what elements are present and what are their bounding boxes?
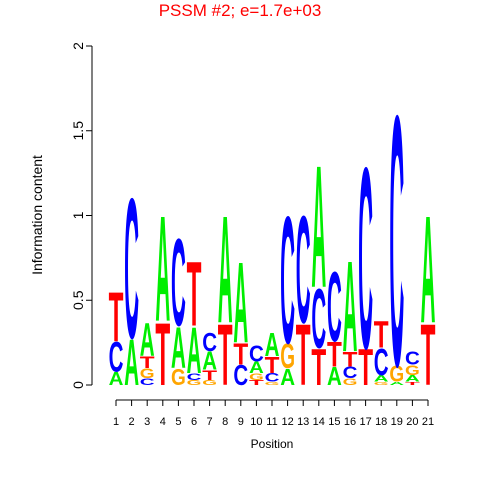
logo-letter: T [327, 334, 342, 374]
logo-letter: A [187, 313, 202, 387]
chart-title: PSSM #2; e=1.7e+03 [159, 1, 322, 20]
logo-letter: A [265, 327, 280, 364]
y-tick-label: 2 [70, 42, 86, 50]
x-tick-label: 20 [406, 416, 418, 428]
y-tick-label: 0 [70, 381, 86, 389]
logo-letter: C [124, 157, 139, 381]
logo-letter: A [327, 362, 342, 391]
logo-letter: T [218, 306, 233, 404]
logo-letter: T [202, 367, 217, 383]
x-tick-label: 13 [297, 416, 309, 428]
logo-letter: C [202, 328, 217, 357]
logo-letter: C [327, 252, 342, 362]
logo-letter: C [140, 377, 155, 387]
x-tick-label: 15 [328, 416, 340, 428]
logo-letter: G [389, 361, 404, 387]
logo-letter: T [405, 381, 420, 386]
logo-letter: A [374, 373, 389, 383]
x-tick-label: 7 [207, 416, 213, 428]
logo-letter: T [374, 314, 389, 356]
logo-letter: G [171, 364, 186, 390]
logo-letter: C [265, 371, 280, 384]
logo-letter: T [343, 348, 358, 371]
x-tick-label: 17 [359, 416, 371, 428]
logo-letter: A [405, 373, 420, 383]
y-tick-label: 0.5 [70, 290, 86, 310]
logo-letter: T [265, 352, 280, 378]
logo-letter: G [140, 366, 155, 382]
logo-letter: A [421, 185, 436, 355]
x-tick-label: 21 [422, 416, 434, 428]
logo-letter: T [249, 379, 264, 387]
logo-letter: T [109, 278, 124, 356]
logo-letter: C [358, 113, 373, 403]
logo-letter: C [249, 340, 264, 366]
x-tick-label: 4 [160, 416, 166, 428]
logo-letter: C [389, 40, 404, 440]
logo-letter: A [155, 185, 170, 353]
x-tick-label: 1 [113, 416, 119, 428]
x-tick-label: 16 [344, 416, 356, 428]
logo-letter: C [233, 359, 248, 391]
logo-letter: T [155, 305, 170, 405]
logo-letter: A [109, 368, 124, 389]
logo-letter: G [202, 379, 217, 387]
x-axis-label: Position [251, 437, 294, 451]
logo-letter: C [343, 364, 358, 382]
logo-letter: T [296, 306, 311, 404]
logo-letter: A [171, 316, 186, 381]
x-tick-label: 8 [222, 416, 228, 428]
logo-letter: A [140, 313, 155, 366]
x-tick-label: 12 [281, 416, 293, 428]
x-tick-label: 3 [144, 416, 150, 428]
logo-letter: A [124, 325, 139, 399]
logo-letter: A [218, 185, 233, 355]
x-tick-label: 19 [391, 416, 403, 428]
logo-letter: C [374, 341, 389, 383]
logo-letter: A [280, 364, 295, 390]
y-axis-label: Information content [29, 155, 45, 275]
logo-letter: T [140, 353, 155, 371]
logo-letter: A [249, 358, 264, 376]
x-tick-label: 14 [313, 416, 325, 428]
x-tick-label: 6 [191, 416, 197, 428]
logo-letter: G [280, 336, 295, 376]
logo-letter: G [187, 379, 202, 387]
logo-letter: A [311, 130, 326, 325]
y-tick-label: 1 [70, 211, 86, 219]
logo-letter: C [296, 185, 311, 355]
logo-letter: G [374, 381, 389, 386]
logo-letter: T [311, 338, 326, 396]
logo-letter: T [421, 306, 436, 404]
logo-letter: G [265, 381, 280, 386]
x-tick-label: 10 [250, 416, 262, 428]
logo-letter: T [233, 337, 248, 371]
logo-letter: C [311, 271, 326, 366]
logo-letter: G [249, 372, 264, 382]
logo-letter: A [343, 234, 358, 380]
logo-letter: C [109, 333, 124, 380]
logo-letter: C [187, 372, 202, 382]
y-tick-label: 1.5 [70, 121, 86, 141]
logo-letter: C [405, 348, 420, 369]
logo-letter: A [233, 238, 248, 367]
logo-letter: G [405, 362, 420, 378]
logo-letter: C [171, 213, 186, 352]
x-tick-label: 11 [266, 416, 277, 428]
logo-letter: A [389, 381, 404, 386]
x-tick-label: 9 [238, 416, 244, 428]
x-tick-label: 5 [175, 416, 181, 428]
logo-letter: A [202, 347, 217, 376]
logo-letter: T [187, 243, 202, 345]
x-tick-label: 18 [375, 416, 387, 428]
logo-letter: T [358, 338, 373, 396]
x-tick-label: 2 [129, 416, 135, 428]
logo-letter: G [343, 377, 358, 387]
logo-letter: C [280, 179, 295, 382]
